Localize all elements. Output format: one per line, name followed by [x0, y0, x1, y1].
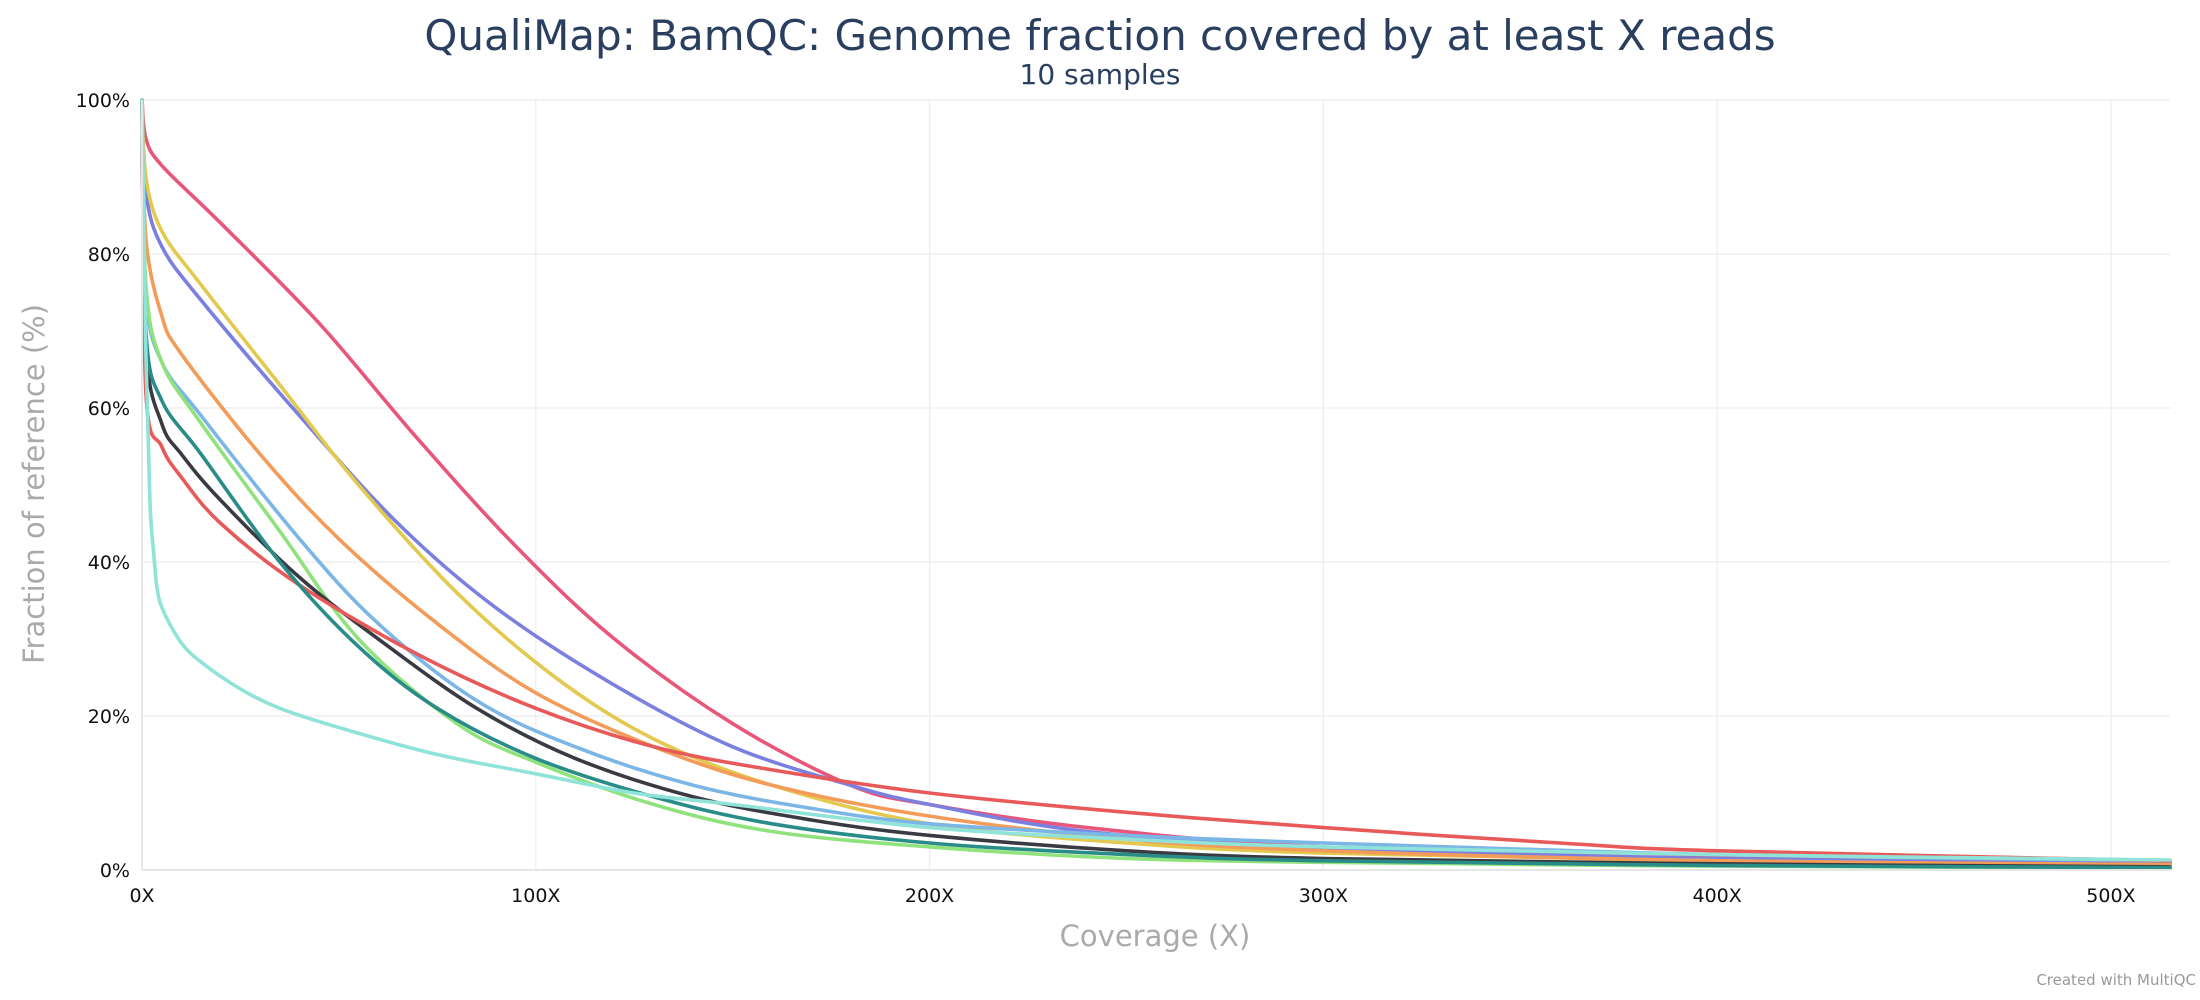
series-line[interactable] [140, 98, 2172, 863]
grid [142, 99, 2170, 870]
x-tick-label: 200X [905, 885, 954, 907]
series-line[interactable] [140, 98, 2172, 865]
series-line[interactable] [140, 98, 2172, 870]
chart-subtitle: 10 samples [1020, 58, 1181, 91]
multiqc-credit: Created with MultiQC [2036, 971, 2196, 989]
series-line[interactable] [140, 98, 2172, 869]
series-line[interactable] [140, 98, 2172, 870]
x-tick-label: 100X [511, 885, 560, 907]
series-line[interactable] [140, 98, 2172, 862]
y-tick-label: 80% [88, 244, 130, 266]
chart-title: QualiMap: BamQC: Genome fraction covered… [424, 11, 1775, 60]
series-line[interactable] [140, 98, 2172, 863]
y-tick-label: 100% [76, 90, 130, 112]
x-axis-title: Coverage (X) [1060, 919, 1251, 953]
x-tick-label: 0X [129, 885, 154, 907]
x-tick-label: 300X [1299, 885, 1348, 907]
x-tick-label: 400X [1693, 885, 1742, 907]
y-tick-label: 60% [88, 398, 130, 420]
x-tick-label: 500X [2086, 885, 2135, 907]
y-tick-label: 20% [88, 706, 130, 728]
series-lines [140, 98, 2172, 870]
series-line[interactable] [140, 98, 2172, 867]
axes: 0% 20% 40% 60% 80% 100% 0X 100X 200X 300X 400X 500X [76, 90, 2170, 907]
y-axis-title: Fraction of reference (%) [17, 304, 51, 664]
y-tick-label: 0% [100, 860, 130, 882]
series-line[interactable] [140, 98, 2172, 866]
series-line[interactable] [140, 98, 2172, 868]
y-tick-label: 40% [88, 552, 130, 574]
